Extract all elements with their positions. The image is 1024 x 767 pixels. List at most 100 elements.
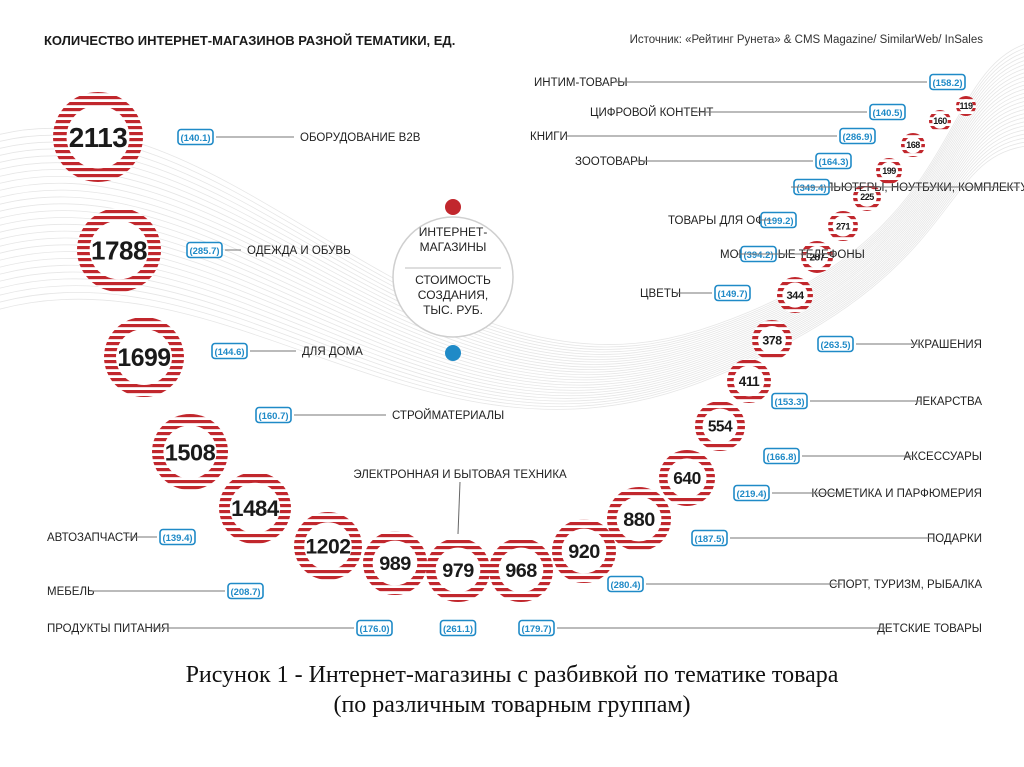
shops-bubble-center bbox=[733, 365, 765, 397]
cost-badge bbox=[186, 241, 223, 259]
category-label: ЗООТОВАРЫ bbox=[575, 156, 648, 168]
category-label: ЦВЕТЫ bbox=[640, 288, 681, 300]
background-line bbox=[0, 68, 1024, 360]
background-line bbox=[0, 72, 1024, 363]
cost-badge bbox=[691, 529, 728, 547]
shops-value: 225 bbox=[860, 192, 874, 202]
shops-value: 119 bbox=[959, 101, 973, 111]
shops-value: 968 bbox=[505, 560, 537, 582]
shops-bubble-center bbox=[89, 220, 149, 280]
category-label: КОМПЬЮТЕРЫ, НОУТБУКИ, КОМПЛЕКТУЮЩИЕ bbox=[800, 182, 1024, 194]
shops-bubble-center bbox=[904, 136, 922, 154]
cost-value: (139.4) bbox=[162, 533, 192, 544]
cost-badge bbox=[869, 103, 906, 121]
shops-bubble-center bbox=[805, 245, 829, 269]
shops-bubble-center bbox=[782, 282, 808, 308]
shops-value: 160 bbox=[933, 116, 947, 126]
cost-badge bbox=[439, 619, 477, 637]
shops-bubble-center bbox=[498, 547, 544, 593]
cost-badge bbox=[356, 619, 393, 637]
decorative-background-lines bbox=[0, 44, 1024, 410]
shops-value: 344 bbox=[786, 290, 804, 302]
cost-badge bbox=[227, 582, 264, 600]
shops-bubble-center bbox=[372, 540, 418, 586]
category-label: АВТОЗАПЧАСТИ bbox=[47, 532, 138, 544]
shops-value: 271 bbox=[836, 221, 850, 231]
cost-value: (394.2) bbox=[743, 250, 773, 261]
cost-value: (144.6) bbox=[214, 347, 244, 358]
category-label: КНИГИ bbox=[530, 131, 568, 143]
background-line bbox=[0, 56, 1024, 353]
shops-value: 411 bbox=[739, 374, 760, 389]
category-label: СПОРТ, ТУРИЗМ, РЫБАЛКА bbox=[829, 579, 982, 591]
cost-value: (140.5) bbox=[872, 108, 902, 119]
shops-bubble-center bbox=[702, 408, 738, 444]
category-label: ЛЕКАРСТВА bbox=[915, 396, 982, 408]
chart-source: Источник: «Рейтинг Рунета» & CMS Magazin… bbox=[630, 34, 984, 46]
cost-value: (160.7) bbox=[258, 411, 288, 422]
background-line bbox=[0, 129, 1024, 399]
cost-badge bbox=[714, 284, 751, 302]
cost-badge bbox=[255, 406, 292, 424]
category-label: ЦИФРОВОЙ КОНТЕНТ bbox=[590, 106, 713, 119]
category-label: ПОДАРКИ bbox=[927, 533, 982, 545]
shops-value: 920 bbox=[568, 541, 600, 563]
category-label: УКРАШЕНИЯ bbox=[910, 339, 982, 351]
background-line bbox=[0, 101, 1024, 381]
shops-value: 2113 bbox=[69, 122, 128, 153]
leader-line bbox=[457, 481, 461, 535]
shops-bubble-center bbox=[66, 105, 130, 169]
bubble-chart: КОЛИЧЕСТВО ИНТЕРНЕТ-МАГАЗИНОВ РАЗНОЙ ТЕМ… bbox=[0, 33, 1024, 637]
category-label: ЭЛЕКТРОННАЯ И БЫТОВАЯ ТЕХНИКА bbox=[353, 469, 567, 481]
background-line bbox=[0, 97, 1024, 378]
cost-badge bbox=[211, 342, 248, 360]
legend-cost-label: СТОИМОСТЬ СОЗДАНИЯ, ТЫС. РУБ. bbox=[415, 273, 491, 317]
shops-bubble-center bbox=[758, 326, 786, 354]
shops-bubble-center bbox=[667, 458, 707, 498]
cost-value: (158.2) bbox=[932, 78, 962, 89]
shops-value: 989 bbox=[379, 553, 411, 575]
shops-value: 640 bbox=[673, 468, 700, 488]
shops-bubble-center bbox=[229, 482, 281, 534]
cost-value: (261.1) bbox=[443, 624, 473, 635]
shops-value: 1788 bbox=[91, 235, 147, 265]
shops-value: 979 bbox=[442, 560, 474, 582]
cost-badge bbox=[817, 335, 854, 353]
legend-cost-marker bbox=[445, 345, 461, 361]
background-line bbox=[0, 80, 1024, 368]
background-line bbox=[0, 93, 1024, 376]
background-line bbox=[0, 52, 1024, 350]
cost-value: (140.1) bbox=[180, 133, 210, 144]
category-label: СТРОЙМАТЕРИАЛЫ bbox=[392, 409, 504, 422]
category-label: ПРОДУКТЫ ПИТАНИЯ bbox=[47, 623, 169, 635]
shops-bubble-center bbox=[561, 528, 607, 574]
shops-value: 1508 bbox=[165, 439, 216, 465]
cost-badge bbox=[815, 152, 852, 170]
background-line bbox=[0, 146, 1024, 410]
shops-value: 1202 bbox=[306, 536, 351, 559]
figure-caption: Рисунок 1 - Интернет-магазины с разбивко… bbox=[0, 660, 1024, 720]
background-line bbox=[0, 84, 1024, 370]
cost-badge bbox=[733, 484, 770, 502]
cost-badge bbox=[177, 128, 214, 146]
cost-value: (164.3) bbox=[818, 157, 848, 168]
background-line bbox=[0, 48, 1024, 348]
cost-value: (285.7) bbox=[189, 246, 219, 257]
background-line bbox=[0, 105, 1024, 383]
category-label: ДЕТСКИЕ ТОВАРЫ bbox=[877, 623, 982, 635]
shops-bubble-center bbox=[616, 496, 662, 542]
cost-value: (176.0) bbox=[359, 624, 389, 635]
shops-bubble-center bbox=[116, 329, 172, 385]
category-label: ТОВАРЫ ДЛЯ ОФИСА bbox=[668, 215, 788, 227]
caption-line-2: (по различным товарным группам) bbox=[333, 692, 691, 718]
category-label: МЕБЕЛЬ bbox=[47, 586, 95, 598]
shops-value: 378 bbox=[762, 333, 782, 347]
shops-value: 199 bbox=[882, 166, 896, 176]
background-line bbox=[0, 133, 1024, 402]
cost-value: (263.5) bbox=[820, 340, 850, 351]
background-line bbox=[0, 76, 1024, 365]
cost-value: (219.4) bbox=[736, 489, 766, 500]
legend-circle bbox=[392, 216, 514, 338]
cost-value: (179.7) bbox=[521, 624, 551, 635]
cost-value: (208.7) bbox=[230, 587, 260, 598]
